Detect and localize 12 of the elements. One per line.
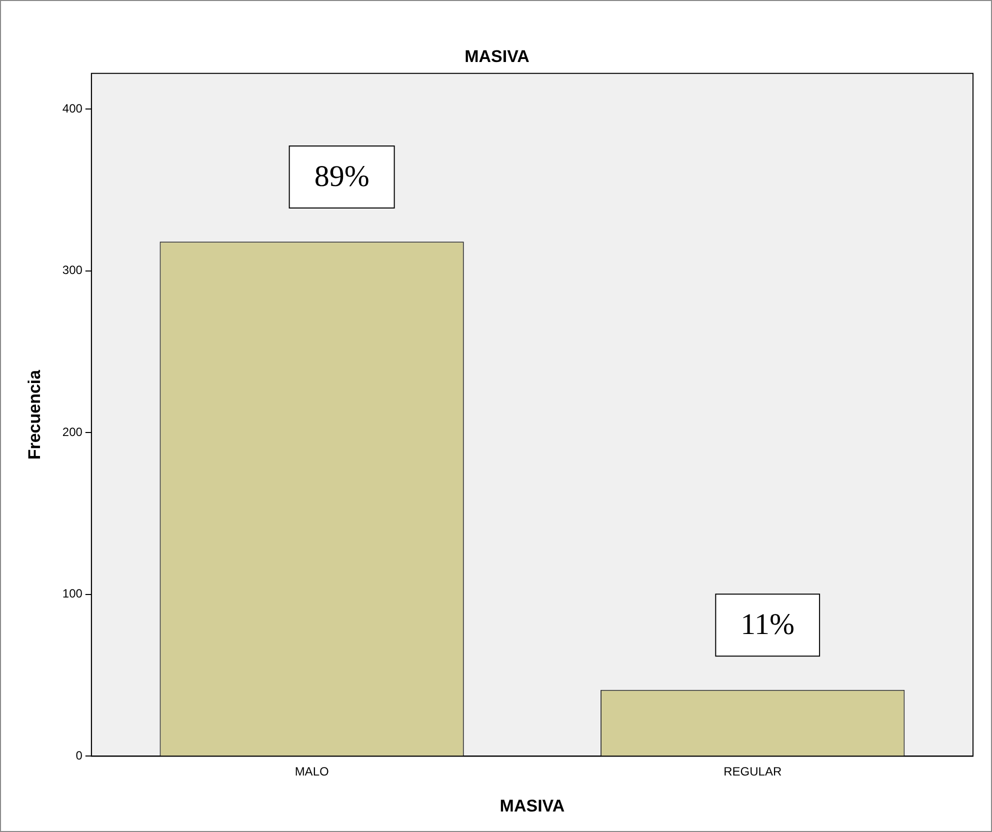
y-tick-label: 100 <box>62 586 83 601</box>
x-tick-label: REGULAR <box>724 764 782 779</box>
y-axis-title: Frecuencia <box>24 369 44 460</box>
x-axis-title: MASIVA <box>500 796 565 816</box>
y-tick-label: 0 <box>76 748 83 763</box>
x-tick-label: MALO <box>294 764 329 779</box>
y-tick-label: 400 <box>62 101 83 116</box>
chart-title: MASIVA <box>464 46 530 66</box>
annotation: 11% <box>740 608 795 642</box>
y-tick-label: 300 <box>62 263 83 278</box>
annotation: 89% <box>314 160 370 193</box>
y-tick-label: 200 <box>62 424 83 439</box>
